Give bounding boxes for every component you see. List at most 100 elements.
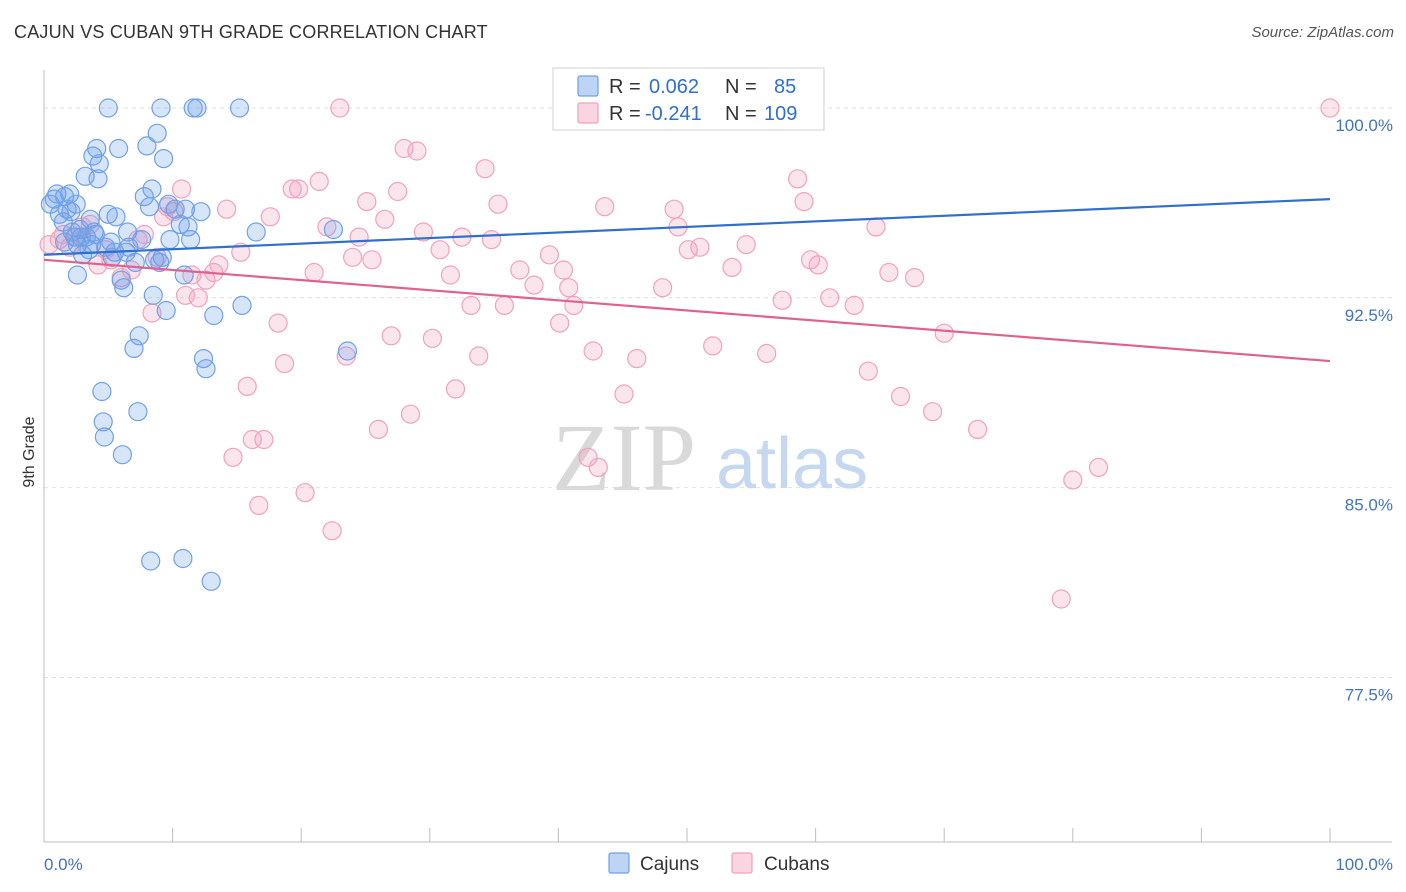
cubans-point-39	[304, 262, 324, 283]
cajuns-point-61	[173, 548, 193, 569]
cubans-point-32	[254, 429, 274, 450]
series-cubans-points	[39, 98, 1340, 609]
cubans-point-27	[223, 447, 243, 467]
cajuns-point-52	[147, 123, 167, 143]
top-legend: R = 0.062 N = 85 R = -0.241 N = 109	[552, 67, 825, 131]
cubans-point-82	[664, 199, 684, 219]
cubans-point-77	[588, 457, 608, 477]
cubans-point-88	[736, 235, 756, 255]
cubans-point-28	[231, 242, 251, 262]
cubans-point-50	[375, 209, 395, 229]
cubans-point-87	[722, 257, 742, 277]
cubans-point-73	[559, 278, 579, 298]
cajuns-point-60	[170, 214, 190, 234]
cubans-point-100	[890, 386, 911, 407]
cajuns-point-30	[98, 98, 118, 118]
cubans-point-70	[539, 245, 560, 265]
cubans-point-98	[866, 217, 886, 237]
cubans-point-34	[268, 313, 288, 333]
cubans-point-58	[430, 240, 450, 260]
cajuns-point-18	[80, 209, 100, 229]
cajuns-point-53	[150, 252, 170, 272]
cubans-point-36	[282, 179, 302, 199]
cubans-point-13	[134, 224, 154, 245]
legend-n-value-cajuns: 85	[774, 76, 796, 98]
cubans-point-81	[652, 278, 673, 298]
cajuns-point-67	[187, 98, 207, 118]
cajuns-point-22	[87, 138, 107, 159]
cajuns-point-8	[62, 222, 82, 242]
cajuns-point-12	[67, 265, 88, 285]
cubans-point-63	[469, 346, 489, 366]
cubans-point-103	[934, 323, 954, 343]
cajuns-point-73	[229, 98, 250, 118]
cubans-point-55	[407, 141, 427, 161]
cajuns-point-34	[108, 138, 129, 159]
cubans-point-16	[154, 207, 174, 227]
cubans-point-95	[820, 288, 840, 308]
cajuns-point-40	[124, 338, 144, 358]
watermark-atlas: atlas	[716, 424, 868, 504]
cajuns-point-75	[246, 222, 266, 242]
cubans-point-69	[524, 275, 544, 295]
cubans-point-89	[757, 343, 777, 364]
trendlines	[43, 197, 1331, 363]
cubans-point-66	[488, 194, 508, 214]
cajuns-point-82	[152, 247, 172, 267]
bottom-legend-label-cajuns: Cajuns	[640, 854, 699, 875]
cajuns-point-70	[196, 359, 216, 379]
cubans-point-42	[322, 521, 342, 541]
cubans-point-76	[583, 341, 603, 361]
cubans-point-80	[627, 349, 647, 369]
legend-r-value-cajuns: 0.062	[649, 76, 699, 98]
cajuns-point-26	[93, 412, 113, 432]
cubans-point-35	[274, 354, 295, 374]
cubans-point-49	[368, 419, 388, 439]
x-tick-label-1: 100.0%	[1335, 855, 1393, 874]
y-tick-label-0: 77.5%	[1345, 685, 1393, 704]
bottom-legend: Cajuns Cubans	[608, 852, 830, 875]
cajuns-point-13	[70, 219, 90, 240]
cubans-point-108	[1320, 98, 1340, 118]
cajuns-point-47	[139, 197, 160, 217]
x-tick-label-0: 0.0%	[44, 855, 83, 874]
cajuns-point-64	[178, 217, 198, 237]
cubans-point-67	[494, 295, 514, 315]
cajuns-point-68	[191, 202, 211, 222]
cubans-point-65	[481, 230, 502, 250]
legend-swatch-cubans	[577, 102, 599, 124]
bottom-legend-swatch-cajuns	[608, 852, 630, 874]
chart-title: CAJUN VS CUBAN 9TH GRADE CORRELATION CHA…	[14, 22, 488, 42]
axes	[43, 70, 1392, 843]
cubans-point-23	[196, 270, 216, 290]
cubans-point-15	[147, 247, 167, 267]
cubans-point-59	[440, 265, 460, 285]
cubans-point-30	[242, 429, 262, 450]
y-tick-label-2: 92.5%	[1345, 306, 1393, 325]
legend-swatch-cajuns	[577, 75, 599, 97]
cajuns-point-45	[134, 187, 154, 207]
legend-r-value-cubans: -0.241	[645, 103, 702, 125]
cajuns-point-55	[154, 149, 174, 169]
legend-n-label-cajuns: N =	[725, 76, 757, 98]
cubans-point-22	[188, 288, 208, 308]
cubans-point-52	[388, 181, 408, 202]
x-tick-labels: 0.0% 100.0%	[44, 855, 1393, 874]
y-tick-label-3: 100.0%	[1335, 116, 1393, 135]
cajuns-point-84	[57, 199, 77, 219]
cubans-point-105	[1051, 589, 1071, 609]
cajuns-point-46	[137, 136, 157, 156]
cubans-point-71	[550, 313, 570, 333]
cubans-point-38	[295, 483, 315, 503]
cajuns-point-56	[156, 300, 176, 321]
cajuns-point-37	[114, 278, 134, 298]
cubans-point-107	[1088, 457, 1109, 477]
cubans-point-106	[1063, 470, 1083, 490]
cubans-point-74	[564, 295, 584, 315]
cajuns-point-62	[174, 265, 194, 285]
cubans-point-102	[922, 402, 943, 422]
cajuns-trendline	[43, 197, 1331, 256]
cubans-point-37	[289, 179, 309, 199]
cubans-point-29	[237, 376, 257, 396]
cubans-point-96	[844, 295, 864, 315]
